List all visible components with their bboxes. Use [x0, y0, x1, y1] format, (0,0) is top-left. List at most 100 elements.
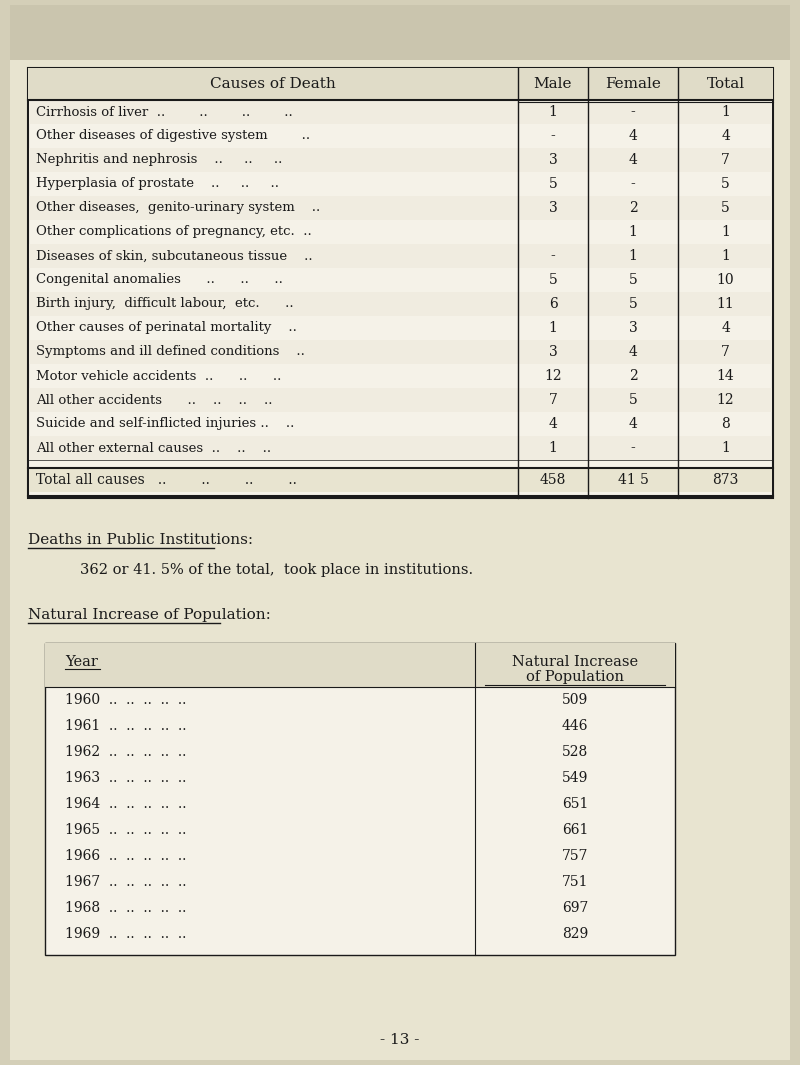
- Text: Deaths in Public Institutions:: Deaths in Public Institutions:: [28, 532, 253, 547]
- FancyBboxPatch shape: [45, 643, 675, 687]
- Text: 5: 5: [549, 273, 558, 286]
- Text: Male: Male: [534, 77, 572, 91]
- Text: 5: 5: [721, 177, 730, 191]
- Text: 829: 829: [562, 927, 588, 941]
- Text: 1960  ..  ..  ..  ..  ..: 1960 .. .. .. .. ..: [65, 693, 186, 707]
- FancyBboxPatch shape: [29, 244, 772, 268]
- Text: Female: Female: [605, 77, 661, 91]
- Text: Suicide and self-inflicted injuries ..    ..: Suicide and self-inflicted injuries .. .…: [36, 417, 294, 430]
- Text: Birth injury,  difficult labour,  etc.      ..: Birth injury, difficult labour, etc. ..: [36, 297, 294, 311]
- Text: 3: 3: [549, 153, 558, 167]
- Text: 1: 1: [549, 321, 558, 335]
- Text: 4: 4: [629, 345, 638, 359]
- Text: Other diseases of digestive system        ..: Other diseases of digestive system ..: [36, 130, 310, 143]
- Text: 1: 1: [721, 441, 730, 455]
- Text: Other complications of pregnancy, etc.  ..: Other complications of pregnancy, etc. .…: [36, 226, 312, 239]
- Text: 549: 549: [562, 771, 588, 785]
- Text: Congenital anomalies      ..      ..      ..: Congenital anomalies .. .. ..: [36, 274, 283, 286]
- Text: 458: 458: [540, 473, 566, 487]
- Text: Natural Increase: Natural Increase: [512, 655, 638, 669]
- Text: 12: 12: [544, 368, 562, 383]
- FancyBboxPatch shape: [45, 643, 675, 955]
- Text: 4: 4: [629, 417, 638, 431]
- Text: 7: 7: [721, 345, 730, 359]
- Text: 1969  ..  ..  ..  ..  ..: 1969 .. .. .. .. ..: [65, 927, 186, 941]
- Text: - 13 -: - 13 -: [380, 1033, 420, 1047]
- Text: 697: 697: [562, 901, 588, 915]
- Text: -: -: [630, 105, 635, 119]
- Text: 12: 12: [717, 393, 734, 407]
- Text: 1: 1: [721, 225, 730, 239]
- FancyBboxPatch shape: [29, 388, 772, 412]
- Text: 661: 661: [562, 823, 588, 837]
- Text: Hyperplasia of prostate    ..     ..     ..: Hyperplasia of prostate .. .. ..: [36, 178, 279, 191]
- Text: 2: 2: [629, 368, 638, 383]
- Text: 1: 1: [549, 105, 558, 119]
- Text: Total: Total: [706, 77, 745, 91]
- Text: Symptoms and ill defined conditions    ..: Symptoms and ill defined conditions ..: [36, 345, 305, 359]
- Text: 3: 3: [549, 345, 558, 359]
- Text: 5: 5: [629, 393, 638, 407]
- Text: 651: 651: [562, 797, 588, 812]
- Text: 509: 509: [562, 693, 588, 707]
- Text: 3: 3: [549, 201, 558, 215]
- Text: 8: 8: [721, 417, 730, 431]
- Text: -: -: [550, 129, 555, 143]
- Text: 362 or 41. 5% of the total,  took place in institutions.: 362 or 41. 5% of the total, took place i…: [80, 563, 473, 577]
- Text: 1: 1: [629, 249, 638, 263]
- FancyBboxPatch shape: [29, 468, 772, 492]
- Text: Nephritis and nephrosis    ..     ..     ..: Nephritis and nephrosis .. .. ..: [36, 153, 282, 166]
- Text: 4: 4: [721, 321, 730, 335]
- Text: 11: 11: [717, 297, 734, 311]
- FancyBboxPatch shape: [29, 340, 772, 364]
- Text: -: -: [630, 177, 635, 191]
- Text: Causes of Death: Causes of Death: [210, 77, 336, 91]
- Text: 41 5: 41 5: [618, 473, 649, 487]
- Text: 4: 4: [629, 129, 638, 143]
- Text: 7: 7: [721, 153, 730, 167]
- Text: of Population: of Population: [526, 670, 624, 684]
- Text: 1968  ..  ..  ..  ..  ..: 1968 .. .. .. .. ..: [65, 901, 186, 915]
- Text: 1963  ..  ..  ..  ..  ..: 1963 .. .. .. .. ..: [65, 771, 186, 785]
- Text: 4: 4: [721, 129, 730, 143]
- Text: Cirrhosis of liver  ..        ..        ..        ..: Cirrhosis of liver .. .. .. ..: [36, 105, 293, 118]
- Text: 1967  ..  ..  ..  ..  ..: 1967 .. .. .. .. ..: [65, 875, 186, 889]
- FancyBboxPatch shape: [29, 436, 772, 460]
- FancyBboxPatch shape: [29, 196, 772, 220]
- FancyBboxPatch shape: [10, 5, 790, 60]
- Text: Motor vehicle accidents  ..      ..      ..: Motor vehicle accidents .. .. ..: [36, 370, 282, 382]
- Text: 5: 5: [629, 297, 638, 311]
- Text: Other causes of perinatal mortality    ..: Other causes of perinatal mortality ..: [36, 322, 297, 334]
- Text: 1961  ..  ..  ..  ..  ..: 1961 .. .. .. .. ..: [65, 719, 186, 733]
- Text: 1: 1: [721, 105, 730, 119]
- Text: -: -: [550, 249, 555, 263]
- Text: Diseases of skin, subcutaneous tissue    ..: Diseases of skin, subcutaneous tissue ..: [36, 249, 313, 262]
- Text: All other accidents      ..    ..    ..    ..: All other accidents .. .. .. ..: [36, 393, 273, 407]
- Text: 7: 7: [549, 393, 558, 407]
- Text: 14: 14: [717, 368, 734, 383]
- Text: 1966  ..  ..  ..  ..  ..: 1966 .. .. .. .. ..: [65, 849, 186, 863]
- Text: 1: 1: [721, 249, 730, 263]
- Text: Natural Increase of Population:: Natural Increase of Population:: [28, 608, 271, 622]
- Text: 1: 1: [549, 441, 558, 455]
- Text: 1964  ..  ..  ..  ..  ..: 1964 .. .. .. .. ..: [65, 797, 186, 812]
- Text: 10: 10: [717, 273, 734, 286]
- Text: 528: 528: [562, 746, 588, 759]
- FancyBboxPatch shape: [29, 292, 772, 316]
- Text: 751: 751: [562, 875, 588, 889]
- Text: 446: 446: [562, 719, 588, 733]
- Text: 3: 3: [629, 321, 638, 335]
- Text: 6: 6: [549, 297, 558, 311]
- Text: 5: 5: [549, 177, 558, 191]
- Text: 5: 5: [629, 273, 638, 286]
- Text: All other external causes  ..    ..    ..: All other external causes .. .. ..: [36, 442, 271, 455]
- Text: 1962  ..  ..  ..  ..  ..: 1962 .. .. .. .. ..: [65, 746, 186, 759]
- FancyBboxPatch shape: [28, 68, 773, 100]
- FancyBboxPatch shape: [10, 5, 790, 1060]
- Text: Year: Year: [65, 655, 98, 669]
- Text: 4: 4: [549, 417, 558, 431]
- FancyBboxPatch shape: [29, 148, 772, 173]
- Text: 5: 5: [721, 201, 730, 215]
- Text: 4: 4: [629, 153, 638, 167]
- Text: 1965  ..  ..  ..  ..  ..: 1965 .. .. .. .. ..: [65, 823, 186, 837]
